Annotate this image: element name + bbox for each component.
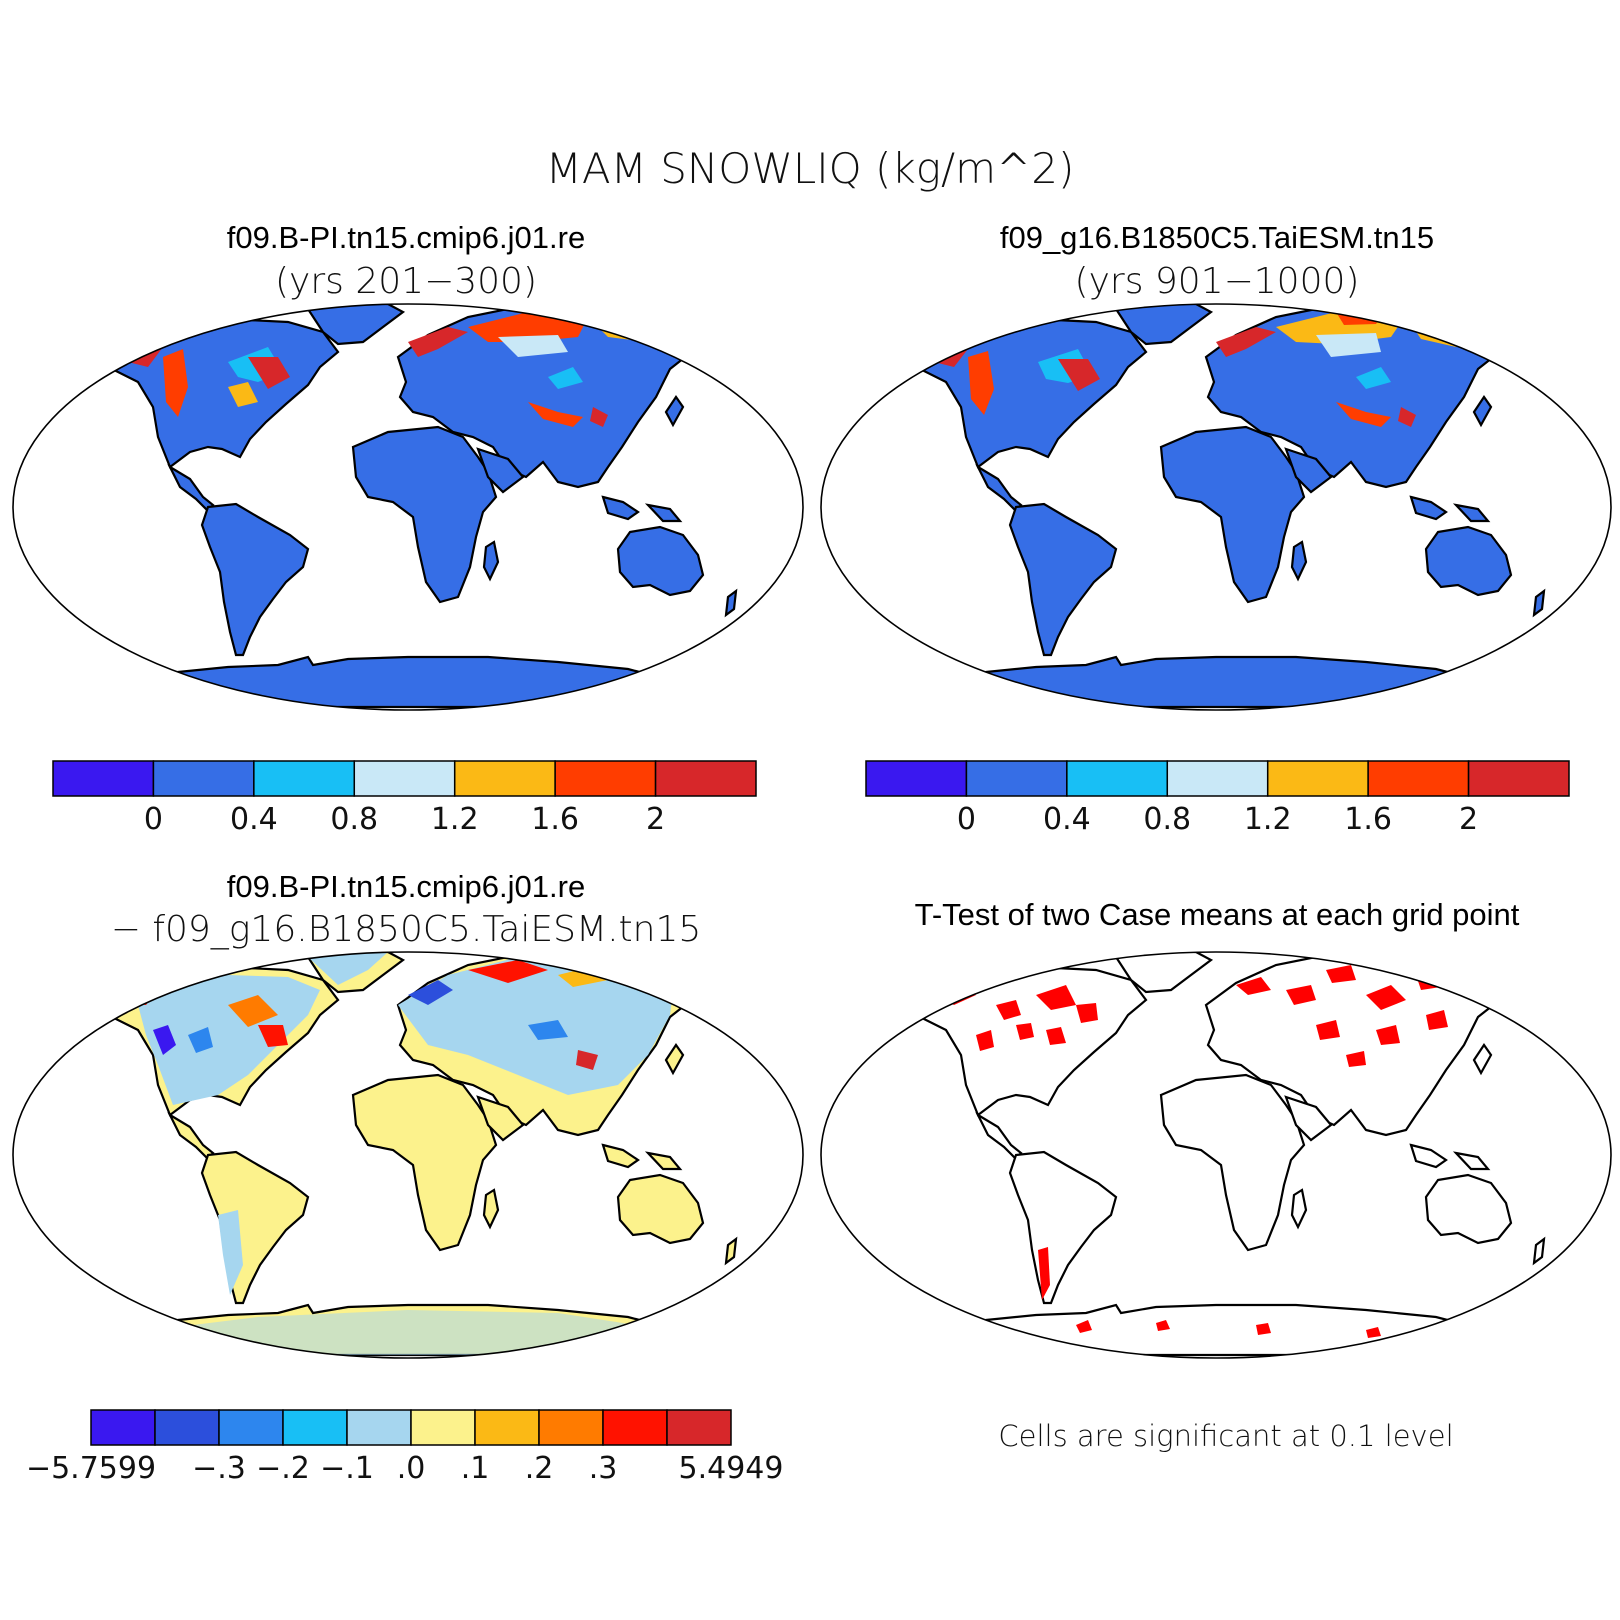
colorbar-tick-label: −.2 [256,1451,310,1486]
colorbar: 0 0.4 0.8 1.2 1.6 2 [865,760,1570,837]
colorbar-tick-label: 0.8 [330,802,378,837]
colorbar-swatch [154,1409,220,1446]
significance-note: Cells are significant at 0.1 level [998,1419,1453,1453]
colorbar-swatch [602,1409,668,1446]
colorbar-swatch [474,1409,540,1446]
colorbar-tick-label: .2 [525,1451,554,1486]
figure-title: MAM SNOWLIQ (kg/m^2) [546,144,1075,193]
colorbar-swatch [410,1409,476,1446]
colorbar-swatch [453,760,556,797]
panel-title: f09_g16.B1850C5.TaiESM.tn15 [1000,220,1434,255]
colorbar-swatch [253,760,356,797]
colorbar-swatch [346,1409,412,1446]
colorbar-tick-label: 2 [1459,802,1478,837]
panel-ttest: T-Test of two Case means at each grid po… [820,897,1612,1453]
colorbar-tick-label: 0.8 [1143,802,1191,837]
colorbar-tick-label: 0 [144,802,163,837]
colorbar-swatch [1367,760,1470,797]
panel-subtitle: (yrs 201−300) [275,261,537,302]
colorbar: −5.7599 −.3 −.2 −.1 .0 .1 .2 .3 5.4949 [26,1409,784,1486]
colorbar-swatch [654,760,757,797]
panel-diff: f09.B-PI.tn15.cmip6.j01.re − f09_g16.B18… [12,869,804,1486]
colorbar-swatch [282,1409,348,1446]
colorbar-swatch [554,760,657,797]
panel-case2: f09_g16.B1850C5.TaiESM.tn15 (yrs 901−100… [820,220,1612,837]
colorbar-tick-label: 0.4 [230,802,278,837]
colorbar-swatch [90,1409,156,1446]
colorbar-tick-label: .0 [397,1451,426,1486]
colorbar-swatch [1467,760,1570,797]
colorbar-tick-label: 1.2 [1244,802,1292,837]
panel-case1: f09.B-PI.tn15.cmip6.j01.re (yrs 201−300) [12,220,804,837]
colorbar-tick-label: −.1 [320,1451,374,1486]
panel-title: f09.B-PI.tn15.cmip6.j01.re [227,220,585,255]
colorbar-tick-label: 1.6 [531,802,579,837]
significant-cells [936,965,1484,1343]
colorbar-tick-label: 0.4 [1043,802,1091,837]
colorbar-tick-label: 0 [957,802,976,837]
colorbar-tick-label: 5.4949 [679,1451,784,1486]
colorbar-swatch [1166,760,1269,797]
colorbar-swatch [965,760,1068,797]
panel-subtitle: − f09_g16.B1850C5.TaiESM.tn15 [111,909,702,950]
colorbar-swatch [152,760,255,797]
colorbar-tick-label: .3 [589,1451,618,1486]
colorbar-tick-label: −.3 [192,1451,246,1486]
colorbar-swatch [865,760,968,797]
panel-title: T-Test of two Case means at each grid po… [915,897,1520,932]
panel-subtitle: (yrs 901−1000) [1075,261,1360,302]
colorbar-swatch [218,1409,284,1446]
colorbar-swatch [538,1409,604,1446]
colorbar-swatch [1066,760,1169,797]
colorbar-swatch [353,760,456,797]
colorbar: 0 0.4 0.8 1.2 1.6 2 [52,760,757,837]
colorbar-tick-label: −5.7599 [26,1451,156,1486]
panel-title: f09.B-PI.tn15.cmip6.j01.re [227,869,585,904]
colorbar-swatch [1266,760,1369,797]
colorbar-tick-label: 2 [646,802,665,837]
colorbar-tick-label: .1 [461,1451,490,1486]
colorbar-tick-label: 1.6 [1344,802,1392,837]
colorbar-tick-label: 1.2 [431,802,479,837]
colorbar-swatch [666,1409,732,1446]
colorbar-swatch [52,760,155,797]
